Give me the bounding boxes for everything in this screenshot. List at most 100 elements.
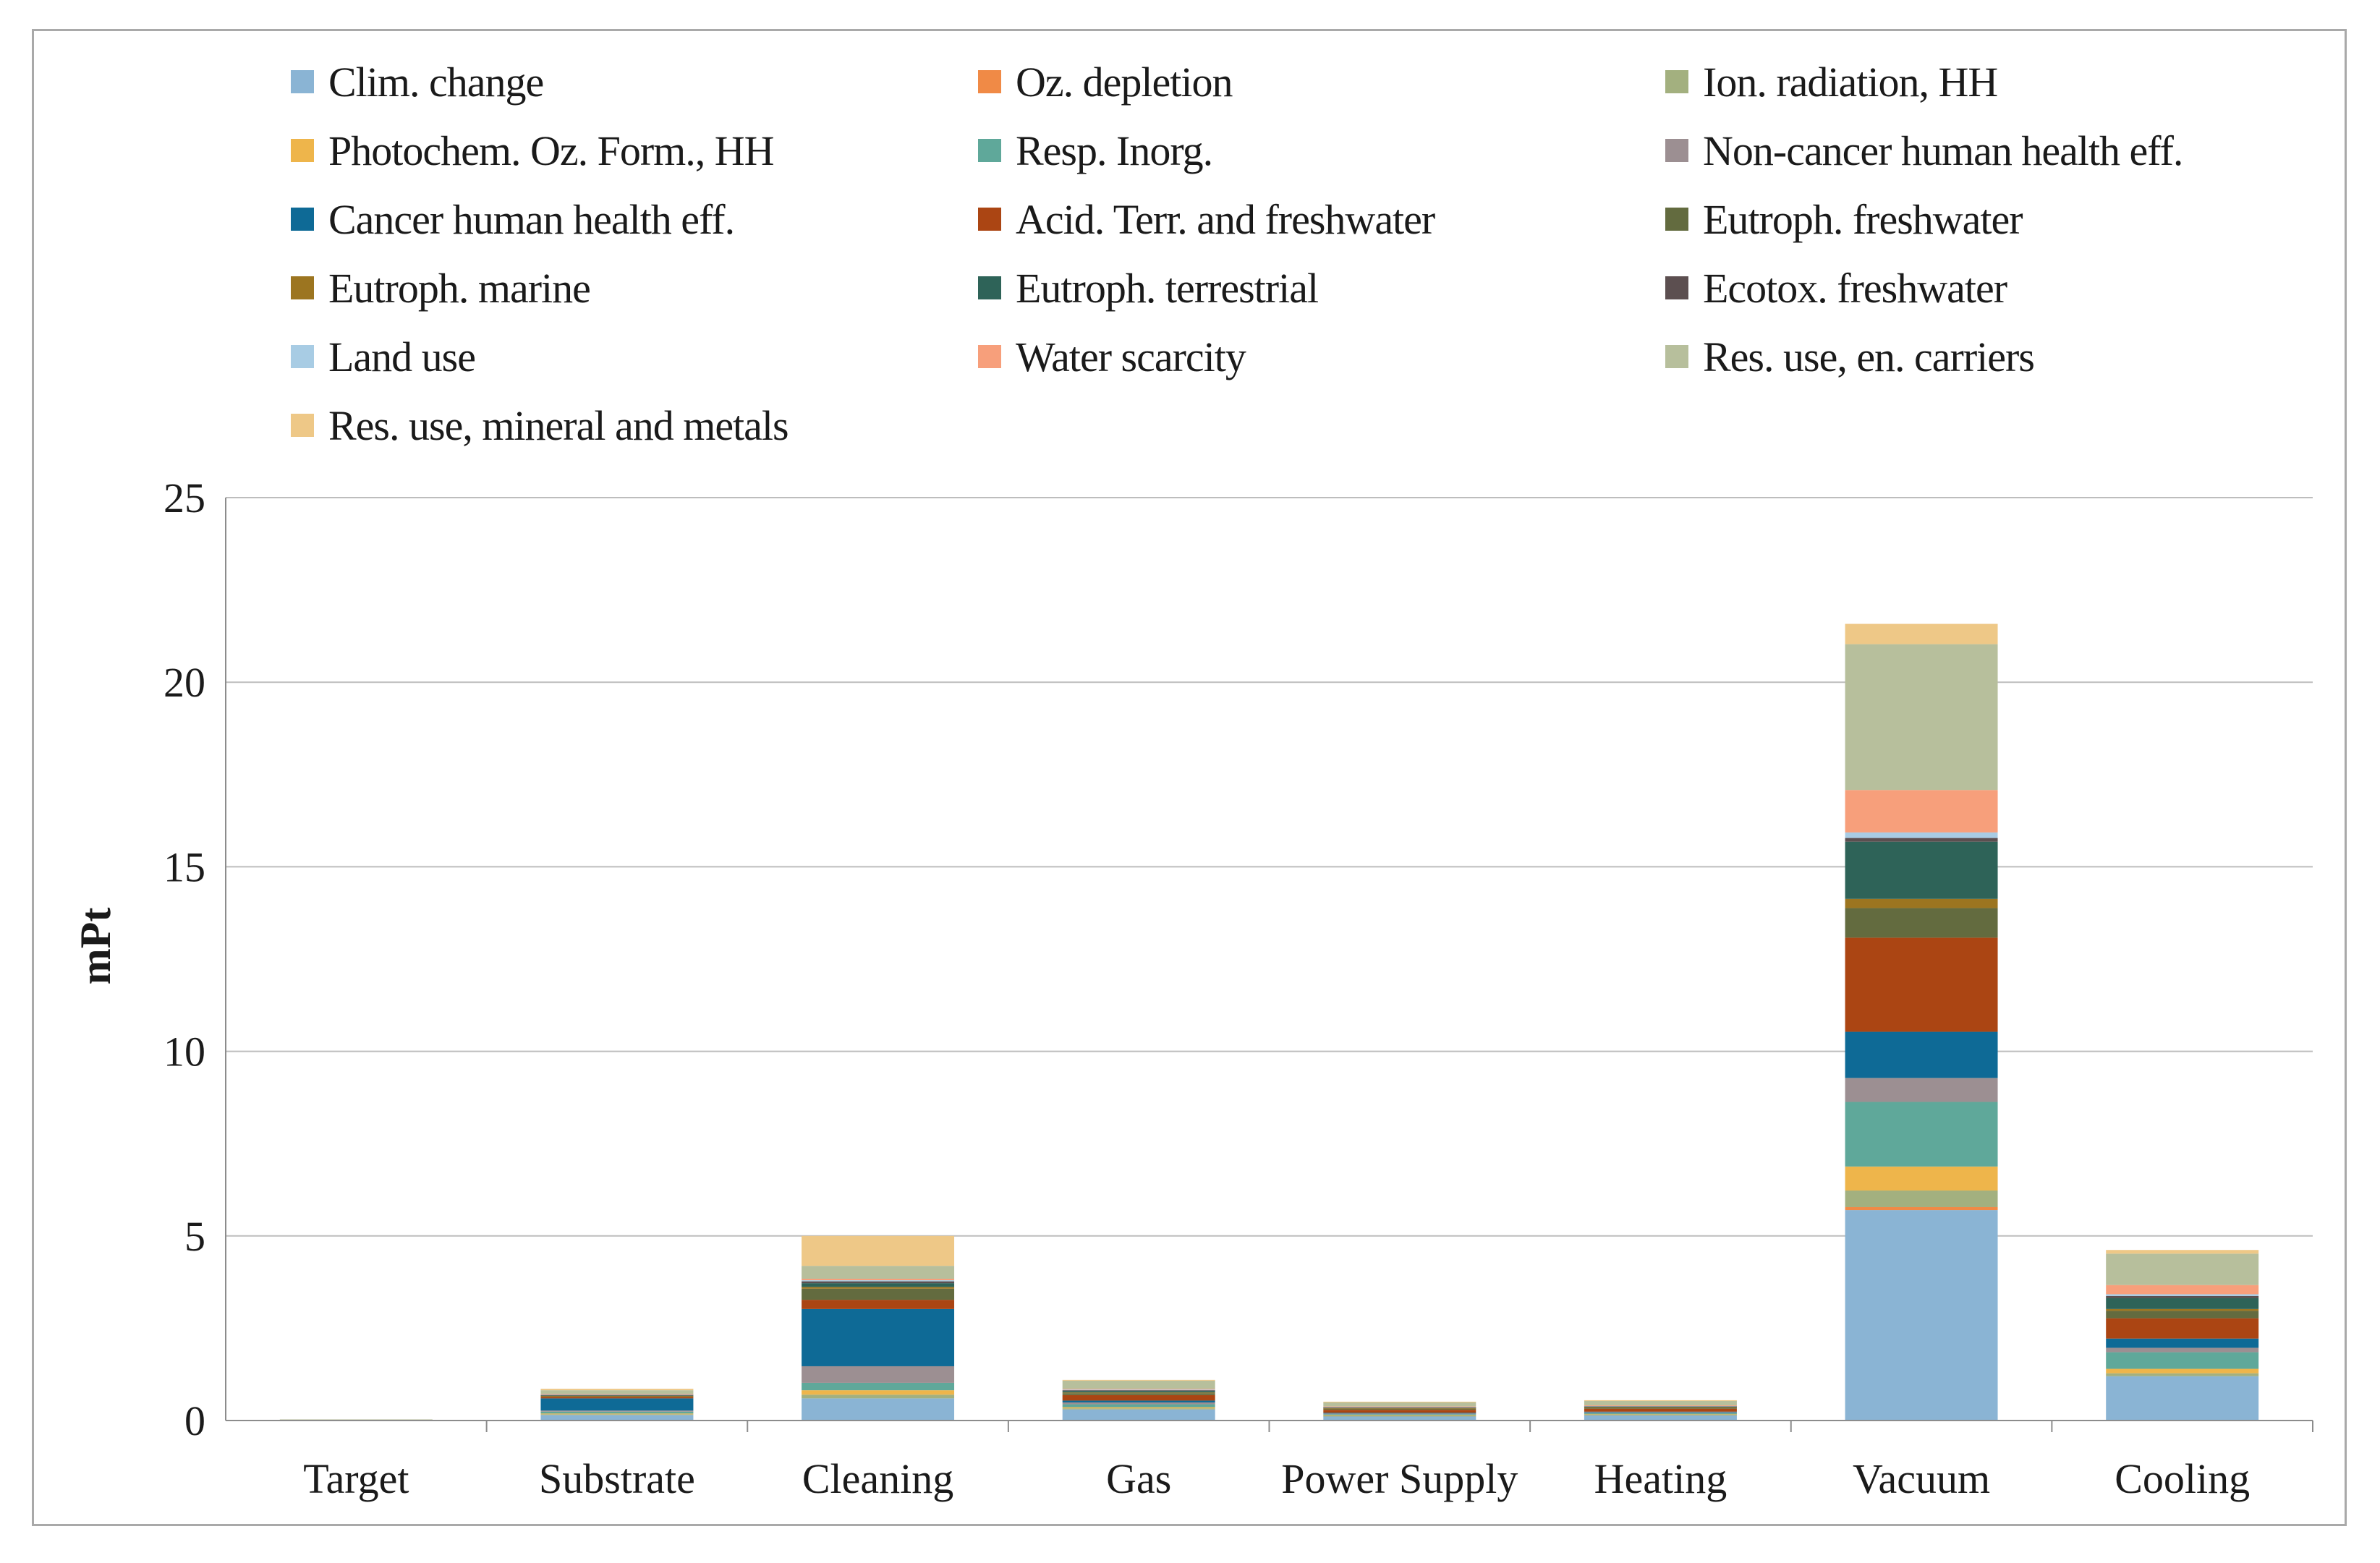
bar-segment xyxy=(1323,1407,1476,1409)
legend-item: Photochem. Oz. Form., HH xyxy=(291,127,775,174)
x-tick-label: Cooling xyxy=(2115,1455,2250,1502)
bar-segment xyxy=(1845,1206,1998,1211)
bar-segment xyxy=(1584,1406,1737,1407)
bar-segment xyxy=(1062,1389,1215,1391)
stacked-bar-chart: Clim. change Oz. depletion Ion. radiation,… xyxy=(72,59,2313,1502)
bar-segment xyxy=(802,1308,955,1366)
y-tick-label: 5 xyxy=(184,1213,205,1260)
bar-stack-cleaning xyxy=(802,1235,955,1421)
bar-segment xyxy=(802,1279,955,1281)
bar-segment xyxy=(540,1413,694,1415)
bar-segment xyxy=(1323,1414,1476,1415)
bar-segment xyxy=(1584,1408,1737,1412)
legend-label: Cancer human health eff. xyxy=(328,196,734,243)
bar-segment xyxy=(1062,1392,1215,1394)
bar-segment xyxy=(802,1366,955,1383)
bar-segment xyxy=(1845,841,1998,899)
x-tick-label: Cleaning xyxy=(802,1455,953,1502)
bar-segment xyxy=(1584,1400,1737,1406)
bar-segment xyxy=(1845,1166,1998,1191)
bar-segment xyxy=(2106,1253,2259,1285)
axes: 0 5 10 15 20 25 Target Substrate Cleaning Gas Powe… xyxy=(163,474,2313,1502)
bars xyxy=(279,623,2259,1421)
legend-label: Clim. change xyxy=(328,59,543,106)
bar-segment xyxy=(1845,790,1998,832)
bar-segment xyxy=(1845,838,1998,842)
legend-swatch xyxy=(978,70,1001,93)
bar-segment xyxy=(2106,1308,2259,1311)
bar-segment xyxy=(279,1419,433,1421)
legend-item: Resp. Inorg. xyxy=(978,127,1213,174)
x-tick-label: Target xyxy=(303,1455,409,1502)
legend-label: Land use xyxy=(328,333,475,380)
legend-label: Water scarcity xyxy=(1016,333,1246,380)
bar-segment xyxy=(1323,1408,1476,1410)
bar-segment xyxy=(1845,1031,1998,1078)
legend-swatch xyxy=(978,276,1001,299)
legend-swatch xyxy=(291,414,314,437)
bar-segment xyxy=(802,1283,955,1287)
legend-label: Oz. depletion xyxy=(1016,59,1233,106)
bar-segment xyxy=(2106,1285,2259,1295)
bar-segment xyxy=(1062,1391,1215,1393)
bar-stack-vacuum xyxy=(1845,623,1998,1421)
legend-item: Clim. change xyxy=(291,59,544,106)
bar-segment xyxy=(1062,1400,1215,1402)
legend-swatch xyxy=(1665,276,1688,299)
bar-segment xyxy=(1323,1413,1476,1415)
bar-segment xyxy=(1584,1400,1737,1401)
bar-segment xyxy=(802,1300,955,1309)
bar-segment xyxy=(2106,1368,2259,1374)
bar-stack-cooling xyxy=(2106,1250,2259,1421)
bar-segment xyxy=(802,1382,955,1391)
bar-segment xyxy=(1845,1191,1998,1207)
bar-segment xyxy=(1323,1415,1476,1416)
bar-segment xyxy=(1584,1407,1737,1409)
bar-segment xyxy=(1323,1410,1476,1413)
bar-segment xyxy=(802,1235,955,1266)
bar-segment xyxy=(540,1415,694,1421)
bar-segment xyxy=(2106,1338,2259,1348)
legend-item: Res. use, en. carriers xyxy=(1665,333,2035,380)
bar-segment xyxy=(1845,644,1998,791)
bar-segment xyxy=(2106,1250,2259,1254)
legend-swatch xyxy=(978,208,1001,231)
bar-segment xyxy=(1845,1102,1998,1167)
legend-swatch xyxy=(1665,345,1688,368)
legend-label: Photochem. Oz. Form., HH xyxy=(328,127,774,174)
bar-segment xyxy=(1845,832,1998,838)
bar-segment xyxy=(1584,1407,1737,1408)
bar-segment xyxy=(1584,1405,1737,1407)
bar-segment xyxy=(1062,1394,1215,1401)
bar-segment xyxy=(1584,1413,1737,1415)
bar-segment xyxy=(802,1266,955,1279)
legend-swatch xyxy=(291,345,314,368)
bar-segment xyxy=(2106,1294,2259,1296)
bar-segment xyxy=(1062,1380,1215,1389)
bar-segment xyxy=(1845,623,1998,644)
legend-label: Non-cancer human health eff. xyxy=(1703,127,2183,174)
x-tick-label: Vacuum xyxy=(1853,1455,1990,1502)
legend: Clim. change Oz. depletion Ion. radiation,… xyxy=(291,59,2183,449)
bar-segment xyxy=(802,1281,955,1284)
bar-segment xyxy=(540,1390,694,1394)
legend-item: Acid. Terr. and freshwater xyxy=(978,196,1436,243)
bar-segment xyxy=(1062,1402,1215,1405)
legend-item: Eutroph. freshwater xyxy=(1665,196,2023,243)
legend-item: Eutroph. terrestrial xyxy=(978,265,1319,312)
legend-item: Land use xyxy=(291,333,476,380)
legend-item: Ion. radiation, HH xyxy=(1665,59,1998,106)
legend-label: Ecotox. freshwater xyxy=(1703,265,2007,312)
legend-label: Acid. Terr. and freshwater xyxy=(1016,196,1435,243)
bar-segment xyxy=(1062,1408,1215,1410)
bar-segment xyxy=(1323,1402,1476,1407)
bar-stack-gas xyxy=(1062,1379,1215,1421)
y-tick-label: 15 xyxy=(163,843,205,890)
legend-label: Eutroph. freshwater xyxy=(1703,196,2023,243)
legend-swatch xyxy=(1665,70,1688,93)
legend-item: Res. use, mineral and metals xyxy=(291,402,789,449)
bar-segment xyxy=(2106,1311,2259,1319)
bar-segment xyxy=(1845,1078,1998,1102)
legend-label: Resp. Inorg. xyxy=(1016,127,1212,174)
bar-segment xyxy=(540,1398,694,1411)
